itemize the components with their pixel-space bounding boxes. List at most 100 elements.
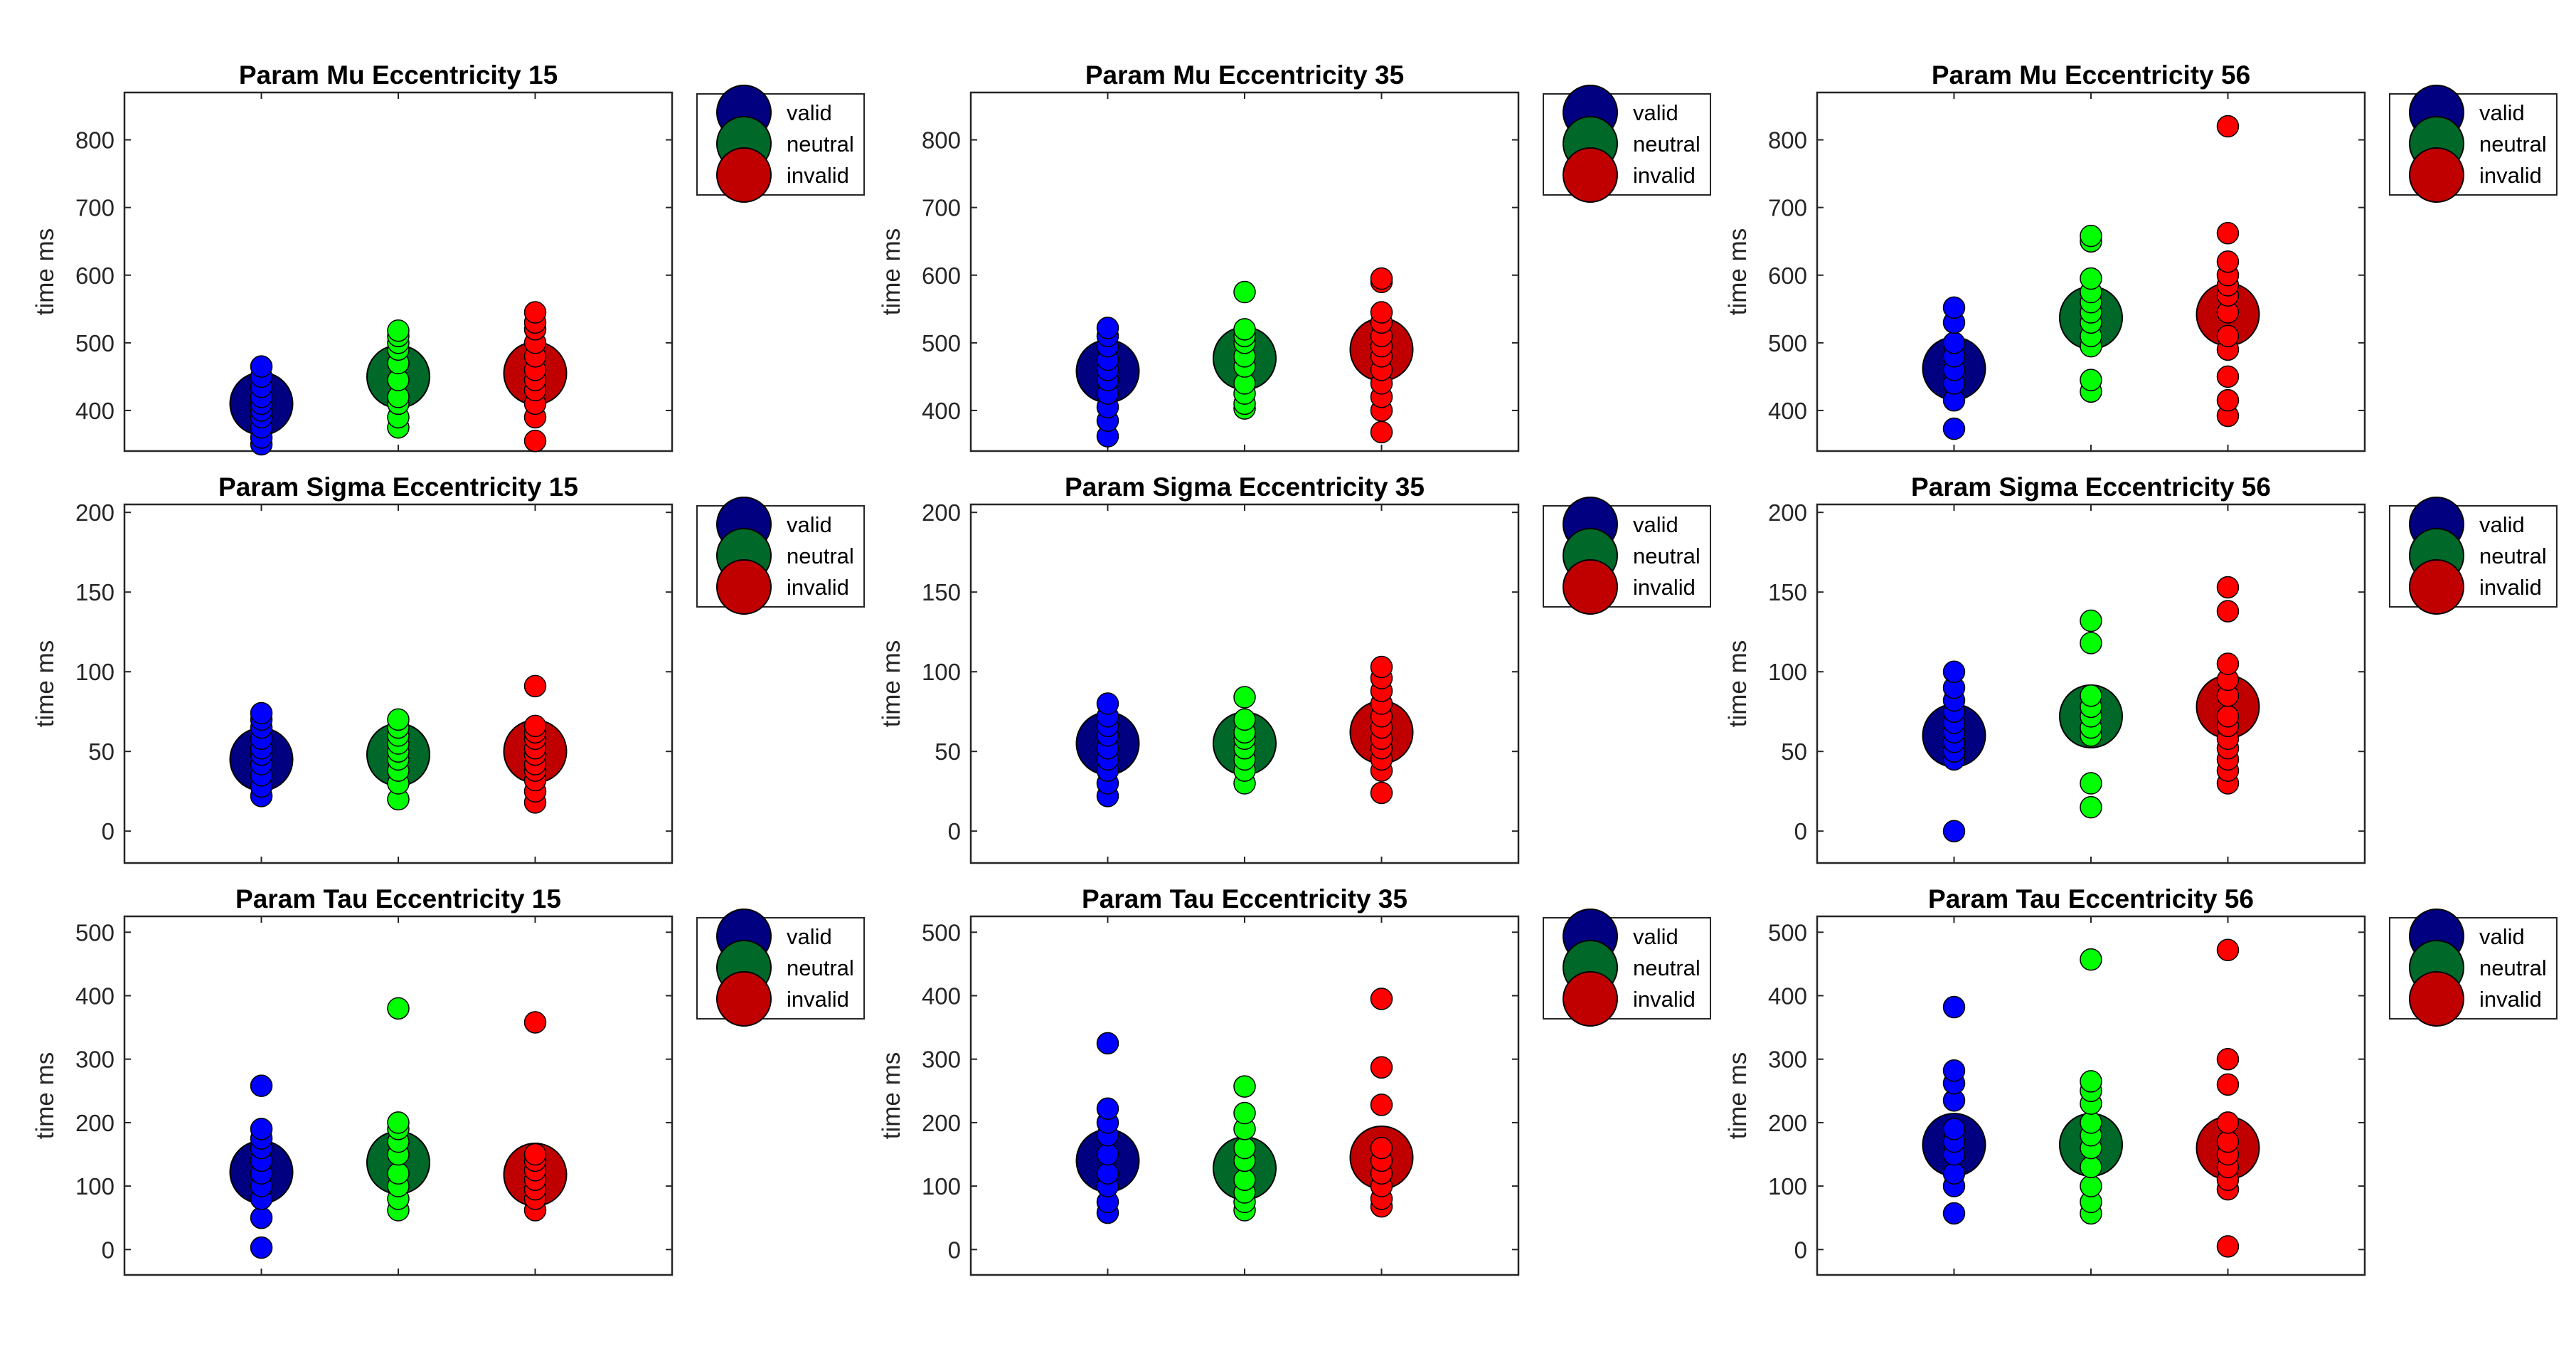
data-point-valid <box>1942 1202 1966 1225</box>
data-point-valid <box>250 1206 273 1229</box>
legend-label-invalid: invalid <box>1633 575 1696 600</box>
legend: valid neutral invalid <box>696 909 865 1027</box>
y-tick-label: 500 <box>1768 330 1807 356</box>
legend-label-invalid: invalid <box>1633 163 1696 188</box>
data-point-valid <box>250 1236 273 1259</box>
panel-title: Param Sigma Eccentricity 56 <box>1911 472 2271 502</box>
data-point-invalid <box>2216 365 2240 388</box>
y-axis-label: time ms <box>1724 640 1752 728</box>
y-tick-label: 500 <box>922 919 961 946</box>
data-point-invalid <box>2216 1047 2240 1071</box>
data-point-neutral <box>1233 686 1256 709</box>
y-tick-label: 600 <box>922 263 961 289</box>
data-point-neutral <box>387 319 410 342</box>
data-point-invalid <box>1370 781 1393 805</box>
legend-label-invalid: invalid <box>787 163 849 188</box>
legend-label-invalid: invalid <box>2479 163 2542 188</box>
data-point-invalid <box>2216 324 2240 348</box>
legend-label-valid: valid <box>1633 924 1678 949</box>
y-tick-label: 700 <box>75 195 115 221</box>
data-point-valid <box>1942 995 1966 1019</box>
data-point-neutral <box>2080 684 2102 707</box>
data-point-invalid <box>523 714 547 738</box>
legend: valid neutral invalid <box>1543 497 1711 615</box>
data-point-valid <box>1096 1162 1119 1185</box>
legend-label-invalid: invalid <box>787 987 849 1012</box>
axes-box <box>969 503 1520 864</box>
legend-label-valid: valid <box>2479 512 2525 537</box>
data-point-invalid <box>2216 388 2240 412</box>
legend-label-neutral: neutral <box>2479 955 2547 980</box>
data-point-invalid <box>2216 705 2240 728</box>
y-tick-label: 200 <box>922 1110 961 1136</box>
y-tick-label: 200 <box>1768 499 1807 526</box>
legend-label-valid: valid <box>787 100 832 125</box>
data-point-neutral <box>2080 632 2102 655</box>
panel-title: Param Tau Eccentricity 56 <box>1928 884 2254 914</box>
data-point-invalid <box>2216 1111 2240 1134</box>
y-tick-label: 700 <box>922 195 961 221</box>
data-point-invalid <box>2216 250 2240 273</box>
panel-7: 0 100 200 300 400 500 Param Tau Eccentricity 1… <box>31 884 865 1276</box>
panel-title: Param Tau Eccentricity 35 <box>1082 884 1407 914</box>
data-point-invalid <box>2216 1235 2240 1258</box>
y-axis-label: time ms <box>31 228 59 316</box>
data-point-neutral <box>387 708 410 731</box>
legend: valid neutral invalid <box>2389 909 2558 1027</box>
legend: valid neutral invalid <box>2389 497 2558 615</box>
data-point-valid <box>250 1074 273 1097</box>
y-axis-label: time ms <box>878 1052 905 1140</box>
data-point-valid <box>1096 317 1119 339</box>
data-point-neutral <box>2080 1070 2102 1093</box>
data-point-neutral <box>2080 795 2102 819</box>
legend-marker-invalid <box>2409 559 2464 615</box>
data-point-invalid <box>523 674 547 698</box>
data-point-valid <box>1942 332 1966 354</box>
y-tick-label: 100 <box>75 659 115 685</box>
data-point-neutral <box>387 997 410 1020</box>
data-point-valid <box>1942 1162 1966 1185</box>
panel-title: Param Sigma Eccentricity 35 <box>1065 472 1425 502</box>
data-point-invalid <box>523 1011 547 1034</box>
y-axis-label: time ms <box>31 1052 59 1140</box>
y-tick-label: 500 <box>75 330 115 356</box>
panel-title: Param Tau Eccentricity 15 <box>235 884 561 914</box>
data-point-neutral <box>2080 224 2102 248</box>
legend-marker-invalid <box>2409 147 2464 203</box>
y-tick-label: 400 <box>922 398 961 424</box>
panel-6: 0 50 100 150 200 Param Sigma Eccentricity 56 t… <box>1724 472 2558 864</box>
legend-label-invalid: invalid <box>2479 575 2542 600</box>
y-axis-label: time ms <box>1724 228 1752 316</box>
y-tick-label: 100 <box>922 659 961 685</box>
panel-title: Param Mu Eccentricity 35 <box>1085 60 1404 90</box>
data-point-neutral <box>2080 369 2102 391</box>
data-point-invalid <box>1370 1094 1393 1116</box>
data-point-neutral <box>2080 1175 2102 1197</box>
legend: valid neutral invalid <box>1543 85 1711 203</box>
data-point-valid <box>1942 296 1966 319</box>
y-tick-label: 400 <box>1768 398 1807 424</box>
y-tick-label: 700 <box>1768 195 1807 221</box>
y-tick-label: 0 <box>948 1237 961 1263</box>
data-point-invalid <box>1370 1136 1393 1160</box>
data-point-valid <box>1096 1143 1119 1166</box>
y-tick-label: 150 <box>922 579 961 605</box>
data-point-valid <box>250 701 273 725</box>
legend-label-invalid: invalid <box>1633 987 1696 1012</box>
y-tick-label: 50 <box>935 738 961 765</box>
y-tick-label: 400 <box>922 983 961 1010</box>
legend-marker-invalid <box>1563 971 1618 1027</box>
data-point-invalid <box>1370 420 1393 444</box>
data-point-neutral <box>2080 772 2102 795</box>
y-tick-label: 100 <box>1768 659 1807 685</box>
legend-marker-invalid <box>716 971 772 1027</box>
legend: valid neutral invalid <box>696 497 865 615</box>
y-axis-label: time ms <box>1724 1052 1752 1140</box>
legend-marker-invalid <box>1563 147 1618 203</box>
data-point-neutral <box>2080 948 2102 971</box>
panel-5: 0 50 100 150 200 Param Sigma Eccentricity 35 t… <box>878 472 1711 864</box>
data-point-invalid <box>1370 988 1393 1010</box>
data-point-valid <box>250 1118 273 1140</box>
data-point-invalid <box>523 429 547 452</box>
y-axis-label: time ms <box>31 640 59 728</box>
